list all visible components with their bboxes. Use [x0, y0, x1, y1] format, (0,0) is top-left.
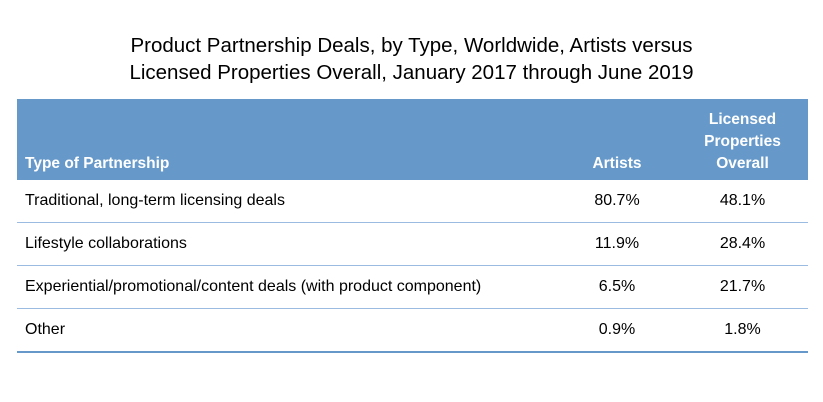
table-header: Type of Partnership Artists Licensed Pro… [17, 99, 808, 180]
cell-type: Other [17, 308, 557, 353]
table-container: Type of Partnership Artists Licensed Pro… [17, 99, 808, 353]
cell-type: Experiential/promotional/content deals (… [17, 265, 557, 309]
cell-type: Lifestyle collaborations [17, 222, 557, 266]
cell-type: Traditional, long-term licensing deals [17, 180, 557, 223]
partnership-table: Type of Partnership Artists Licensed Pro… [17, 99, 808, 353]
table-row: Experiential/promotional/content deals (… [17, 265, 808, 309]
table-row: Traditional, long-term licensing deals 8… [17, 180, 808, 223]
table-row: Other 0.9% 1.8% [17, 308, 808, 353]
table-title: Product Partnership Deals, by Type, Worl… [0, 32, 823, 86]
table-title-line-2: Licensed Properties Overall, January 201… [129, 61, 694, 84]
header-row: Type of Partnership Artists Licensed Pro… [17, 99, 808, 180]
cell-artists: 6.5% [557, 265, 677, 309]
cell-licensed: 21.7% [677, 265, 808, 309]
header-licensed-line-3: Overall [716, 155, 769, 172]
cell-licensed: 48.1% [677, 180, 808, 223]
table-title-line-1: Product Partnership Deals, by Type, Worl… [130, 34, 693, 57]
table-row: Lifestyle collaborations 11.9% 28.4% [17, 222, 808, 266]
cell-artists: 0.9% [557, 308, 677, 353]
header-licensed-line-1: Licensed [708, 111, 777, 128]
header-licensed-line-2: Properties [704, 133, 781, 150]
cell-licensed: 1.8% [677, 308, 808, 353]
cell-artists: 11.9% [557, 222, 677, 266]
header-artists: Artists [592, 155, 642, 172]
cell-licensed: 28.4% [677, 222, 808, 266]
cell-artists: 80.7% [557, 180, 677, 223]
table-body: Traditional, long-term licensing deals 8… [17, 180, 808, 353]
header-licensed-properties-overall: Licensed Properties Overall [677, 99, 808, 180]
header-type-of-partnership: Type of Partnership [25, 155, 170, 172]
